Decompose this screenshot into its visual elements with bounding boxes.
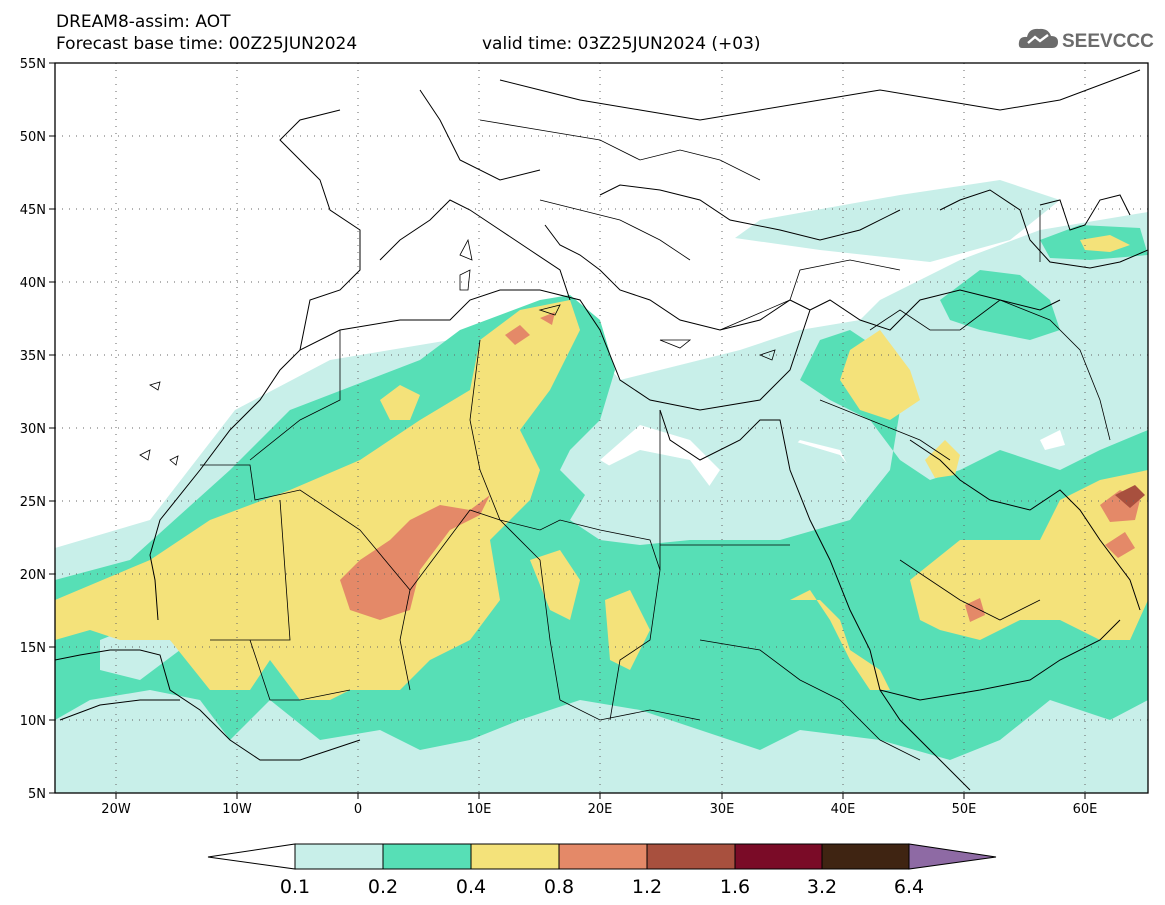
colorbar-label: 3.2: [807, 876, 837, 898]
lat-label: 5N: [28, 787, 46, 802]
colorbar-label: 1.6: [720, 876, 750, 898]
lat-label: 30N: [20, 422, 46, 437]
latitude-axis: [49, 62, 55, 794]
colorbar-bin: [470, 843, 560, 870]
aot-band-orange: [340, 495, 490, 620]
lon-label: 40E: [831, 802, 856, 817]
lon-label: 0: [354, 802, 362, 817]
lat-label: 15N: [20, 641, 46, 656]
forecast-base-time: Forecast base time: 00Z25JUN2024: [56, 34, 358, 54]
lat-label: 20N: [20, 568, 46, 583]
colorbar-bin: [821, 843, 910, 870]
colorbar-label: 0.4: [456, 876, 486, 898]
lat-label: 55N: [20, 57, 46, 72]
lon-label: 60E: [1073, 802, 1098, 817]
colorbar: [207, 843, 997, 870]
aot-band-yellow: [55, 300, 580, 700]
colorbar-label: 0.2: [368, 876, 398, 898]
seevccc-logo: SEEVCCC: [1018, 28, 1154, 52]
colorbar-min-arrow: [207, 843, 296, 870]
lat-label: 45N: [20, 203, 46, 218]
aot-band-light-east: [735, 180, 1060, 262]
coastlines: [55, 69, 1148, 791]
cloud-icon: [1018, 28, 1058, 48]
lat-label: 50N: [20, 130, 46, 145]
lat-label: 10N: [20, 714, 46, 729]
map-title: DREAM8-assim: AOT: [56, 12, 231, 32]
colorbar-label: 0.1: [280, 876, 310, 898]
colorbar-bin: [734, 843, 823, 870]
colorbar-label: 6.4: [894, 876, 924, 898]
lon-label: 20W: [101, 802, 131, 817]
lat-label: 25N: [20, 495, 46, 510]
lon-label: 20E: [588, 802, 613, 817]
aot-band-brown: [1115, 485, 1145, 508]
valid-time: valid time: 03Z25JUN2024 (+03): [482, 34, 761, 54]
longitude-axis: [115, 793, 1086, 799]
colorbar-label: 1.2: [632, 876, 662, 898]
colorbar-bin: [646, 843, 736, 870]
country-borders: [200, 119, 1111, 761]
lat-label: 40N: [20, 276, 46, 291]
lon-label: 50E: [952, 802, 977, 817]
aot-field: [55, 63, 1148, 793]
lat-label: 35N: [20, 349, 46, 364]
islands: [139, 238, 776, 466]
lon-label: 10W: [222, 802, 252, 817]
colorbar-bin: [382, 843, 472, 870]
colorbar-max-arrow: [908, 843, 997, 870]
logo-text: SEEVCCC: [1062, 31, 1154, 52]
colorbar-bin: [558, 843, 648, 870]
lon-label: 10E: [467, 802, 492, 817]
lon-label: 30E: [710, 802, 735, 817]
colorbar-bin: [294, 843, 384, 870]
colorbar-label: 0.8: [544, 876, 574, 898]
